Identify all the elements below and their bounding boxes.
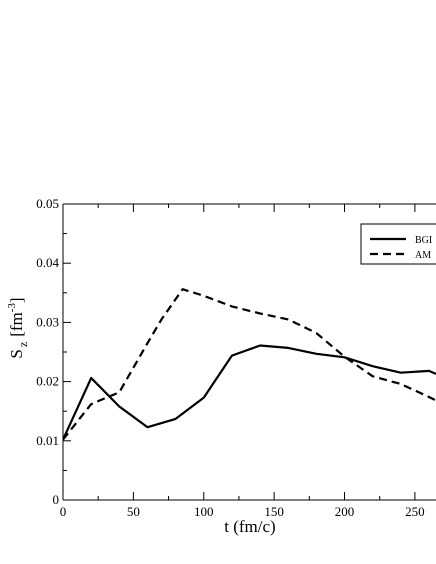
y-axis-label-unit-sup: -3 <box>6 303 18 313</box>
y-tick-label: 0 <box>53 492 60 507</box>
series-line-am <box>63 288 436 441</box>
y-axis-label: Sz [fm-3] <box>6 297 30 358</box>
ticks <box>62 203 416 501</box>
y-tick-label: 0.03 <box>36 314 59 329</box>
x-tick-label: 200 <box>335 504 355 519</box>
svg-text:Sz[fm-3]: Sz [fm-3] <box>6 297 30 358</box>
y-axis-label-unit: [fm <box>7 312 26 337</box>
y-tick-label: 0.05 <box>36 196 59 211</box>
legend-box <box>360 223 436 265</box>
series-line-bgi <box>63 344 436 441</box>
tick-labels: 0 50 100 150 200 250 0 0.01 0.02 0.03 0.04 0.05 <box>36 196 424 519</box>
y-tick-label: 0.04 <box>36 255 59 270</box>
y-tick-label: 0.01 <box>36 433 59 448</box>
y-axis-label-sub: z <box>16 342 30 347</box>
x-tick-label: 50 <box>127 504 140 519</box>
legend-label-bgi: BGI <box>415 235 432 246</box>
y-tick-label: 0.02 <box>36 374 59 389</box>
legend-label-am: AM <box>415 250 431 261</box>
y-axis-label-unit-close: ] <box>7 297 26 303</box>
series-layer <box>63 288 436 441</box>
x-tick-label: 150 <box>264 504 284 519</box>
x-tick-label: 0 <box>60 504 67 519</box>
x-tick-label: 100 <box>194 504 214 519</box>
x-tick-label: 250 <box>405 504 425 519</box>
x-axis-label: t (fm/c) <box>224 517 275 536</box>
y-axis-label-main: S <box>7 349 26 358</box>
legend: BGI AM <box>360 223 436 265</box>
